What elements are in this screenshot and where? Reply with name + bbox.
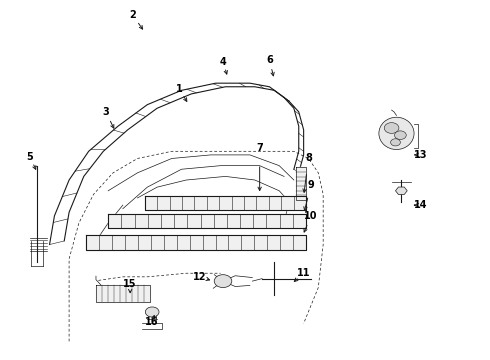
Ellipse shape bbox=[379, 117, 414, 149]
Polygon shape bbox=[108, 214, 306, 228]
Text: 6: 6 bbox=[266, 55, 273, 65]
Polygon shape bbox=[86, 235, 306, 250]
Polygon shape bbox=[96, 285, 150, 302]
Text: 15: 15 bbox=[123, 279, 137, 289]
Text: 16: 16 bbox=[146, 317, 159, 327]
Circle shape bbox=[384, 123, 399, 134]
Text: 12: 12 bbox=[193, 272, 207, 282]
Text: 1: 1 bbox=[175, 84, 182, 94]
Polygon shape bbox=[395, 187, 407, 194]
Text: 7: 7 bbox=[256, 143, 263, 153]
Text: 9: 9 bbox=[308, 180, 315, 190]
Circle shape bbox=[394, 131, 406, 139]
Polygon shape bbox=[296, 167, 306, 200]
Text: 4: 4 bbox=[220, 57, 226, 67]
Text: 13: 13 bbox=[414, 150, 428, 160]
Circle shape bbox=[146, 307, 159, 317]
Text: 14: 14 bbox=[414, 200, 428, 210]
Text: 5: 5 bbox=[26, 152, 33, 162]
Text: 8: 8 bbox=[305, 153, 312, 163]
Polygon shape bbox=[145, 196, 306, 211]
Text: 2: 2 bbox=[129, 10, 136, 20]
Circle shape bbox=[214, 275, 232, 288]
Text: 10: 10 bbox=[304, 211, 318, 221]
Text: 11: 11 bbox=[297, 268, 310, 278]
Text: 3: 3 bbox=[102, 107, 109, 117]
Circle shape bbox=[391, 139, 400, 146]
